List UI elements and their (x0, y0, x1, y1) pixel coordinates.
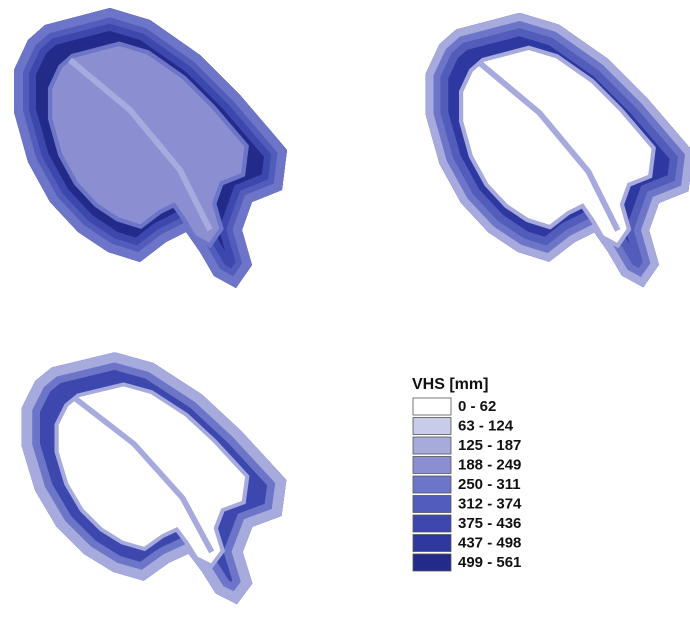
legend-label: 312 - 374 (458, 495, 522, 512)
legend-swatch (413, 398, 451, 415)
map-panel (14, 8, 287, 288)
legend-label: 125 - 187 (458, 437, 521, 454)
legend-label: 375 - 436 (458, 515, 521, 532)
map-panel (22, 352, 287, 604)
legend-swatch (413, 496, 451, 513)
legend: VHS [mm] 0 - 62 63 - 124 125 - 187 188 - 24… (412, 376, 522, 571)
legend-label: 0 - 62 (458, 398, 496, 415)
legend-swatch (413, 418, 451, 435)
legend-title: VHS [mm] (412, 376, 488, 393)
legend-label: 499 - 561 (458, 554, 521, 571)
legend-swatch (413, 437, 451, 454)
maps (14, 8, 690, 604)
legend-items: 0 - 62 63 - 124 125 - 187 188 - 249 250 - 31… (413, 398, 522, 571)
legend-swatch (413, 554, 451, 571)
legend-swatch (413, 457, 451, 474)
legend-swatch (413, 535, 451, 552)
legend-label: 437 - 498 (458, 534, 521, 551)
legend-swatch (413, 476, 451, 493)
map-panel (426, 13, 690, 287)
legend-swatch (413, 515, 451, 532)
map-figure: VHS [mm] 0 - 62 63 - 124 125 - 187 188 - 24… (0, 0, 690, 621)
legend-label: 188 - 249 (458, 456, 521, 473)
legend-label: 250 - 311 (458, 476, 521, 493)
legend-label: 63 - 124 (458, 417, 514, 434)
